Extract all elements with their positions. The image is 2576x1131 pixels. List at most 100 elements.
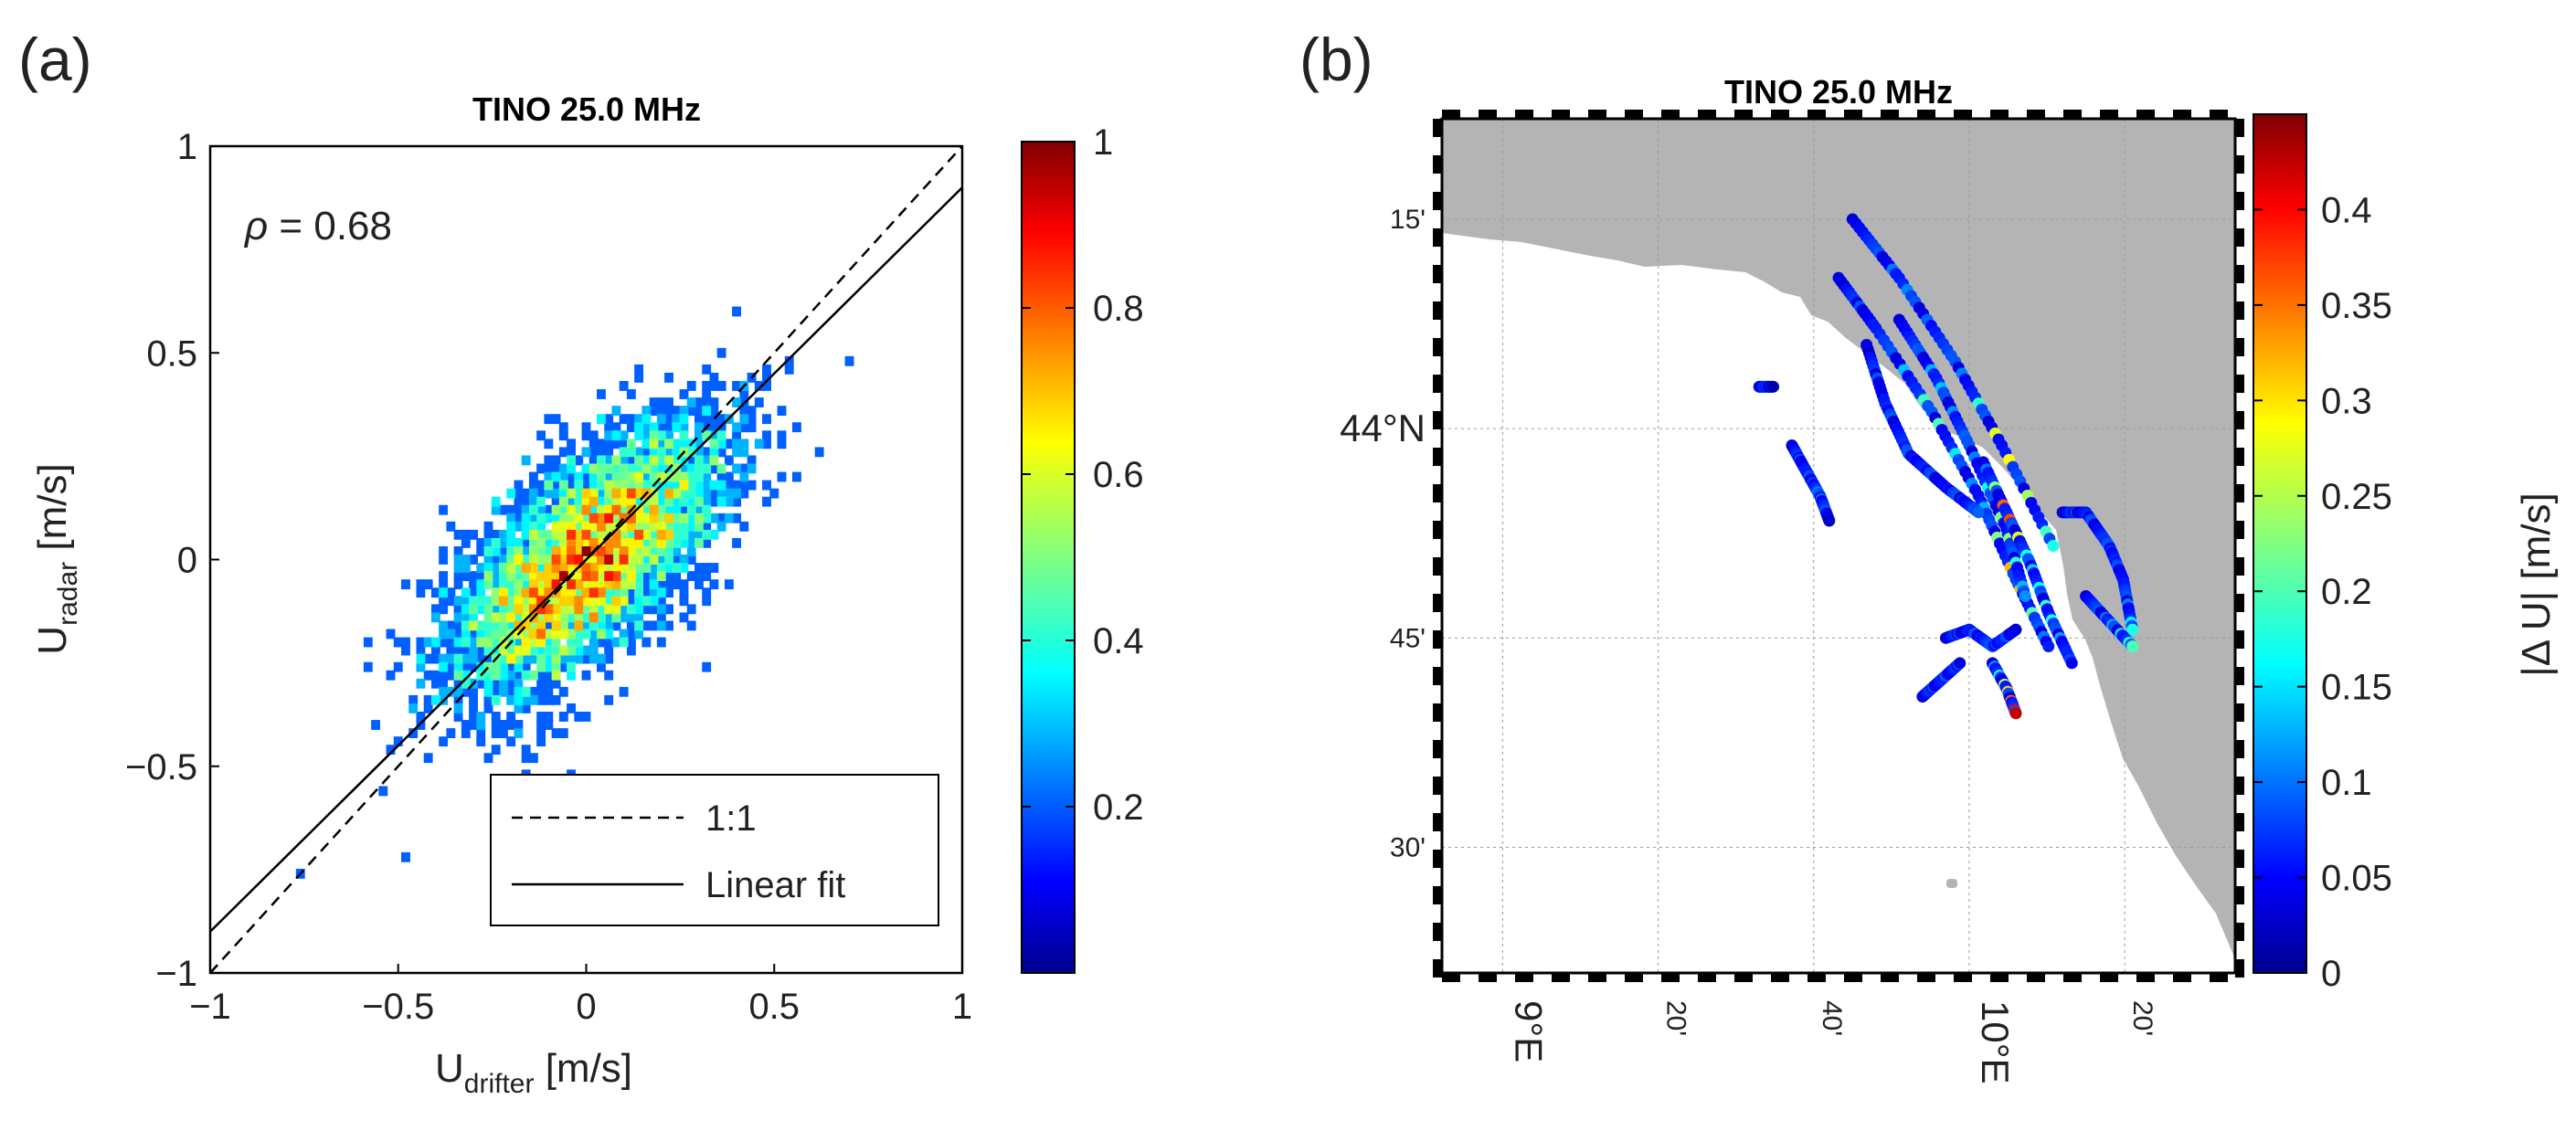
density-cell — [664, 397, 673, 407]
density-cell — [641, 620, 652, 631]
density-cell — [588, 447, 599, 458]
density-cell — [634, 587, 644, 598]
density-cell — [634, 422, 644, 433]
density-cell — [679, 422, 689, 433]
density-cell — [536, 712, 546, 722]
density-cell — [649, 496, 659, 507]
lon-tick-label: 40' — [1817, 1000, 1847, 1036]
density-cell — [521, 513, 531, 523]
density-cell — [567, 537, 576, 548]
density-cell — [672, 496, 682, 507]
density-cell — [709, 406, 719, 417]
frame-segment — [1433, 959, 1442, 978]
density-cell — [528, 587, 538, 598]
density-cell — [469, 637, 478, 648]
density-cell — [469, 661, 478, 672]
density-cell — [604, 555, 614, 565]
density-cell — [363, 637, 373, 648]
density-cell — [762, 381, 771, 391]
density-cell — [439, 678, 449, 689]
density-cell — [611, 463, 621, 474]
density-cell — [439, 587, 449, 598]
density-cell — [702, 364, 712, 375]
density-cell — [604, 414, 614, 425]
density-cell — [536, 563, 546, 573]
density-cell — [649, 563, 659, 573]
density-cell — [514, 546, 524, 556]
density-cell — [461, 686, 471, 697]
density-cell — [679, 513, 689, 523]
density-cell — [626, 537, 636, 548]
density-cell — [588, 555, 599, 565]
density-cell — [679, 406, 689, 417]
frame-segment — [1433, 740, 1442, 758]
density-cell — [506, 546, 516, 556]
density-cell — [649, 463, 659, 474]
density-cell — [567, 513, 576, 523]
density-cell — [446, 620, 456, 631]
density-cell — [453, 529, 463, 540]
density-cell — [423, 670, 433, 681]
drifter-point — [2019, 590, 2031, 602]
density-cell — [814, 447, 824, 458]
density-cell — [747, 406, 757, 417]
density-cell — [672, 579, 682, 590]
density-cell — [619, 463, 629, 474]
density-cell — [528, 521, 538, 532]
density-cell — [551, 504, 561, 515]
density-cell — [784, 364, 794, 375]
density-cell — [453, 596, 463, 607]
density-cell — [656, 612, 666, 623]
x-tick-label: 1 — [952, 987, 972, 1027]
density-cell — [491, 678, 501, 689]
density-cell — [581, 653, 591, 664]
density-cell — [641, 529, 652, 540]
density-cell — [626, 471, 636, 482]
density-cell — [732, 488, 742, 499]
density-cell — [739, 447, 749, 458]
density-cell — [536, 480, 546, 491]
density-cell — [686, 447, 696, 458]
density-cell — [476, 587, 486, 598]
density-cell — [514, 653, 524, 664]
density-cell — [528, 694, 538, 705]
density-cell — [656, 587, 666, 598]
density-cell — [521, 645, 531, 656]
density-cell — [656, 537, 666, 548]
density-cell — [716, 347, 726, 358]
density-cell — [491, 629, 501, 639]
density-cell — [649, 604, 659, 615]
density-cell — [588, 612, 599, 623]
density-cell — [491, 537, 501, 548]
density-cell — [544, 480, 554, 491]
density-cell — [574, 579, 584, 590]
frame-segment — [1771, 110, 1789, 119]
density-cell — [597, 480, 606, 491]
density-cell — [679, 521, 689, 532]
lat-tick-label: 44°N — [1340, 407, 1426, 449]
density-cell — [567, 604, 576, 615]
density-cell — [574, 712, 584, 722]
frame-segment — [2235, 375, 2244, 393]
colorbar-tick-label: 1 — [1093, 122, 1113, 163]
density-cell — [626, 637, 636, 648]
density-cell — [491, 587, 501, 598]
frame-segment — [1433, 228, 1442, 247]
density-cell — [430, 612, 440, 623]
frame-segment — [2173, 973, 2191, 982]
density-cell — [709, 397, 719, 407]
density-cell — [664, 372, 673, 383]
density-cell — [469, 645, 478, 656]
density-cell — [574, 596, 584, 607]
density-cell — [626, 488, 636, 499]
density-cell — [491, 596, 501, 607]
frame-segment — [2210, 110, 2228, 119]
density-cell — [453, 637, 463, 648]
density-cell — [619, 612, 629, 623]
density-cell — [641, 637, 652, 648]
density-cell — [634, 546, 644, 556]
density-cell — [574, 455, 584, 466]
density-cell — [694, 529, 704, 540]
density-cell — [626, 513, 636, 523]
density-cell — [491, 546, 501, 556]
